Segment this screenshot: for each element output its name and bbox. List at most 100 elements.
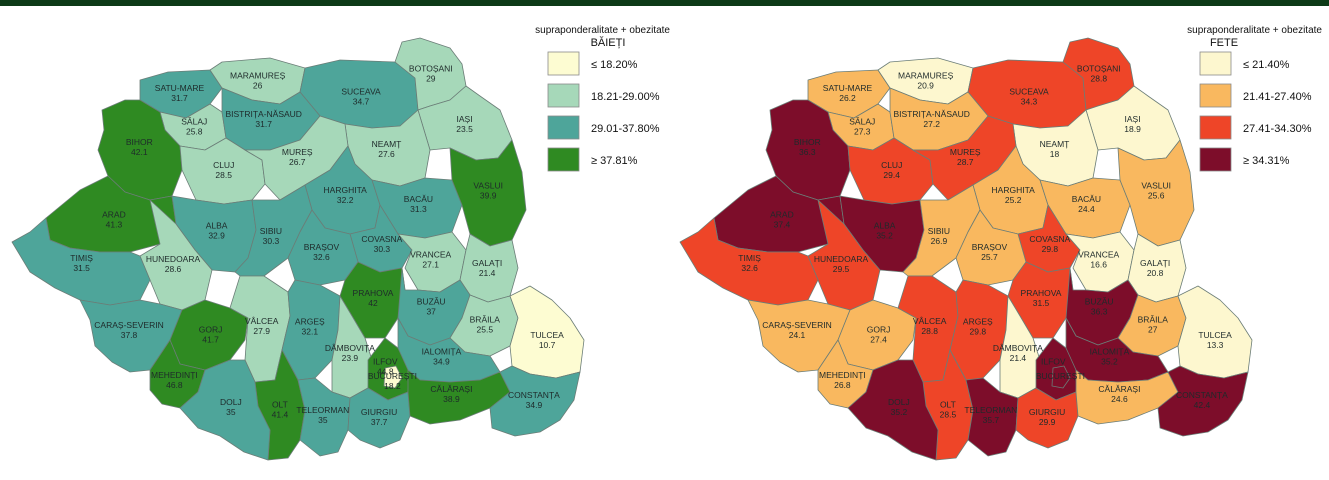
girls-legend-swatch-1 bbox=[1199, 83, 1232, 108]
boys-label-covasna: COVASNA bbox=[361, 234, 402, 244]
girls-county-dolj bbox=[847, 359, 939, 461]
girls-label-harghita: HARGHITA bbox=[992, 185, 1036, 195]
girls-label-arges: ARGEȘ bbox=[963, 317, 993, 327]
girls-label-maramures: MARAMUREȘ bbox=[898, 70, 954, 80]
girls-county-bucuresti bbox=[1051, 365, 1071, 389]
boys-label-maramures: MARAMUREȘ bbox=[230, 70, 286, 80]
girls-value-bihor: 36.3 bbox=[799, 147, 816, 157]
girls-value-arges: 29.8 bbox=[970, 327, 987, 337]
boys-legend-label-0: ≤ 18.20% bbox=[591, 59, 638, 71]
girls-value-alba: 35.2 bbox=[876, 230, 893, 240]
boys-label-caras-severin: CARAȘ-SEVERIN bbox=[94, 320, 163, 330]
girls-value-giurgiu: 29.9 bbox=[1039, 417, 1056, 427]
girls-value-bacau: 24.4 bbox=[1078, 204, 1095, 214]
boys-value-maramures: 26 bbox=[253, 80, 263, 90]
boys-label-prahova: PRAHOVA bbox=[353, 288, 394, 298]
girls-value-mures: 28.7 bbox=[957, 157, 974, 167]
boys-value-brasov: 32.6 bbox=[313, 252, 330, 262]
girls-value-salaj: 27.3 bbox=[854, 126, 871, 136]
girls-value-caras-severin: 24.1 bbox=[789, 330, 806, 340]
girls-value-cluj: 29.4 bbox=[883, 170, 900, 180]
girls-label-olt: OLT bbox=[940, 400, 956, 410]
boys-value-olt: 41.4 bbox=[272, 410, 289, 420]
boys-label-bucuresti: BUCUREȘTI bbox=[368, 371, 417, 381]
boys-county-giurgiu bbox=[347, 387, 411, 449]
boys-legend-title: supraponderalitate + obezitate bbox=[535, 25, 670, 36]
boys-value-giurgiu: 37.7 bbox=[371, 417, 388, 427]
boys-label-gorj: GORJ bbox=[199, 324, 223, 334]
boys-value-iasi: 23.5 bbox=[456, 124, 473, 134]
girls-county-bihor bbox=[765, 99, 851, 201]
boys-value-alba: 32.9 bbox=[208, 230, 225, 240]
girls-label-vrancea: VRANCEA bbox=[1078, 249, 1119, 259]
boys-label-galati: GALAȚI bbox=[472, 258, 502, 268]
girls-value-iasi: 18.9 bbox=[1124, 124, 1141, 134]
boys-value-dolj: 35 bbox=[226, 407, 236, 417]
boys-label-braila: BRĂILA bbox=[470, 315, 501, 325]
boys-value-mehedinti: 46.8 bbox=[166, 380, 183, 390]
boys-label-giurgiu: GIURGIU bbox=[361, 407, 397, 417]
girls-label-constanta: CONSTANȚA bbox=[1176, 390, 1228, 400]
girls-label-arad: ARAD bbox=[770, 209, 794, 219]
girls-county-timis bbox=[679, 217, 819, 306]
girls-label-alba: ALBA bbox=[874, 220, 896, 230]
girls-value-constanta: 42.4 bbox=[1194, 400, 1211, 410]
girls-value-bistrita-nasaud: 27.2 bbox=[923, 119, 940, 129]
boys-label-mehedinti: MEHEDINȚI bbox=[151, 370, 198, 380]
boys-value-prahova: 42 bbox=[368, 298, 378, 308]
boys-label-satu-mare: SATU-MARE bbox=[155, 83, 205, 93]
boys-value-salaj: 25.8 bbox=[186, 126, 203, 136]
boys-legend-swatch-3 bbox=[547, 147, 580, 172]
boys-county-constanta bbox=[489, 365, 581, 437]
boys-value-suceava: 34.7 bbox=[353, 96, 370, 106]
girls-value-sibiu: 26.9 bbox=[931, 236, 948, 246]
girls-value-braila: 27 bbox=[1148, 325, 1158, 335]
girls-value-arad: 37.4 bbox=[774, 219, 791, 229]
girls-label-buzau: BUZĂU bbox=[1085, 296, 1114, 306]
boys-map: SATU-MARE31.7MARAMUREȘ26SUCEAVA34.7BOTOȘ… bbox=[11, 37, 585, 461]
boys-label-ilfov: ILFOV bbox=[373, 357, 398, 367]
girls-label-hunedoara: HUNEDOARA bbox=[814, 254, 869, 264]
boys-value-cluj: 28.5 bbox=[215, 170, 232, 180]
girls-value-neamt: 18 bbox=[1050, 149, 1060, 159]
girls-legend-title: supraponderalitate + obezitate bbox=[1187, 25, 1322, 36]
girls-label-mures: MUREȘ bbox=[950, 147, 981, 157]
boys-label-alba: ALBA bbox=[206, 220, 228, 230]
top-dark-band bbox=[0, 0, 1329, 6]
boys-legend-label-3: ≥ 37.81% bbox=[591, 155, 638, 167]
girls-legend-label-2: 27.41-34.30% bbox=[1243, 123, 1312, 135]
girls-label-bacau: BACĂU bbox=[1072, 194, 1101, 204]
boys-value-hunedoara: 28.6 bbox=[165, 264, 182, 274]
boys-county-dolj bbox=[179, 359, 271, 461]
boys-value-constanta: 34.9 bbox=[526, 400, 543, 410]
boys-label-teleorman: TELEORMAN bbox=[296, 405, 349, 415]
boys-label-suceava: SUCEAVA bbox=[341, 86, 381, 96]
boys-value-ilfov: 44.8 bbox=[377, 367, 394, 377]
girls-value-teleorman: 35.7 bbox=[983, 415, 1000, 425]
boys-value-teleorman: 35 bbox=[318, 415, 328, 425]
girls-value-valcea: 28.8 bbox=[921, 326, 938, 336]
boys-value-satu-mare: 31.7 bbox=[171, 93, 188, 103]
boys-value-arad: 41.3 bbox=[106, 219, 123, 229]
girls-label-bihor: BIHOR bbox=[794, 137, 821, 147]
girls-label-galati: GALAȚI bbox=[1140, 258, 1170, 268]
girls-label-prahova: PRAHOVA bbox=[1021, 288, 1062, 298]
girls-label-dolj: DOLJ bbox=[888, 397, 910, 407]
girls-label-sibiu: SIBIU bbox=[928, 226, 950, 236]
boys-value-buzau: 37 bbox=[426, 306, 436, 316]
boys-label-constanta: CONSTANȚA bbox=[508, 390, 560, 400]
girls-value-buzau: 36.3 bbox=[1091, 306, 1108, 316]
girls-county-iasi bbox=[1085, 85, 1181, 161]
girls-value-dolj: 35.2 bbox=[891, 407, 908, 417]
boys-label-cluj: CLUJ bbox=[213, 160, 234, 170]
girls-county-braila bbox=[1117, 294, 1187, 357]
girls-value-mehedinti: 26.8 bbox=[834, 380, 851, 390]
boys-label-bihor: BIHOR bbox=[126, 137, 153, 147]
girls-label-mehedinti: MEHEDINȚI bbox=[819, 370, 866, 380]
boys-value-timis: 31.5 bbox=[73, 263, 90, 273]
boys-county-sibiu bbox=[234, 184, 313, 277]
